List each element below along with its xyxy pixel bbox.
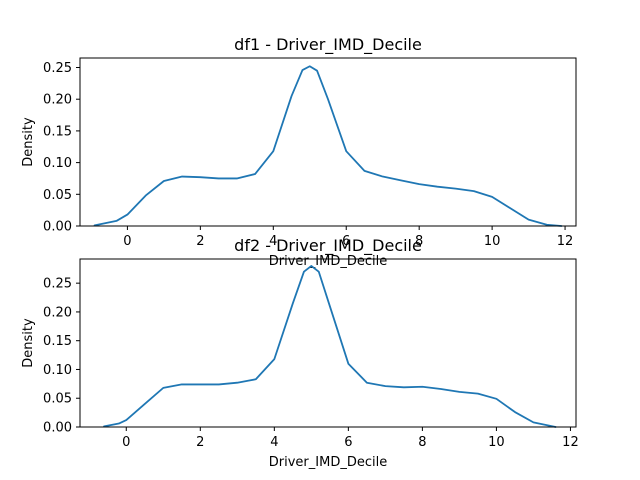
x-tick-label: 0: [122, 435, 130, 450]
density-curve: [103, 265, 557, 428]
x-axis-label: Driver_IMD_Decile: [269, 254, 387, 269]
y-tick-label: 0.10: [43, 363, 72, 378]
plot-frame: [79, 57, 577, 227]
x-tick-label: 0: [123, 234, 131, 249]
y-tick-label: 0.00: [43, 421, 72, 436]
x-tick-label: 8: [418, 435, 426, 450]
x-tick-label: 4: [270, 435, 278, 450]
y-tick-label: 0.10: [43, 156, 72, 171]
plot-panel-1: 0 2 4 6 8 10 12 0.00 0.05 0.10 0.15 0.20 0.25 Driver_…: [21, 35, 577, 269]
x-tick-label: 6: [344, 435, 352, 450]
y-tick-label: 0.20: [43, 305, 72, 320]
x-tick-label: 8: [415, 234, 423, 249]
y-tick-label: 0.15: [43, 124, 72, 139]
x-tick-label: 4: [269, 234, 277, 249]
y-tick-label: 0.15: [43, 334, 72, 349]
plot-frame: [79, 258, 577, 428]
x-tick-label: 10: [484, 234, 501, 249]
y-tick-label: 0.25: [43, 61, 72, 76]
y-tick-label: 0.05: [43, 392, 72, 407]
x-axis-label: Driver_IMD_Decile: [269, 455, 387, 470]
y-tick-label: 0.25: [43, 277, 72, 292]
y-tick-label: 0.20: [43, 93, 72, 108]
x-tick-label: 10: [488, 435, 505, 450]
density-curve: [93, 65, 563, 227]
y-axis-label: Density: [21, 318, 36, 368]
chart-title: df1 - Driver_IMD_Decile: [234, 35, 422, 55]
x-tick-label: 6: [342, 234, 350, 249]
x-tick-label: 2: [196, 435, 204, 450]
plot-panel-2: 0 2 4 6 8 10 12 0.00 0.05 0.10 0.15 0.20 0.25 Driver_…: [21, 236, 579, 470]
y-tick-label: 0.05: [43, 188, 72, 203]
x-tick-label: 12: [557, 234, 574, 249]
x-tick-label: 12: [562, 435, 579, 450]
y-tick-label: 0.00: [43, 220, 72, 235]
x-tick-label: 2: [196, 234, 204, 249]
chart-title: df2 - Driver_IMD_Decile: [234, 236, 422, 256]
y-axis-label: Density: [21, 117, 36, 167]
